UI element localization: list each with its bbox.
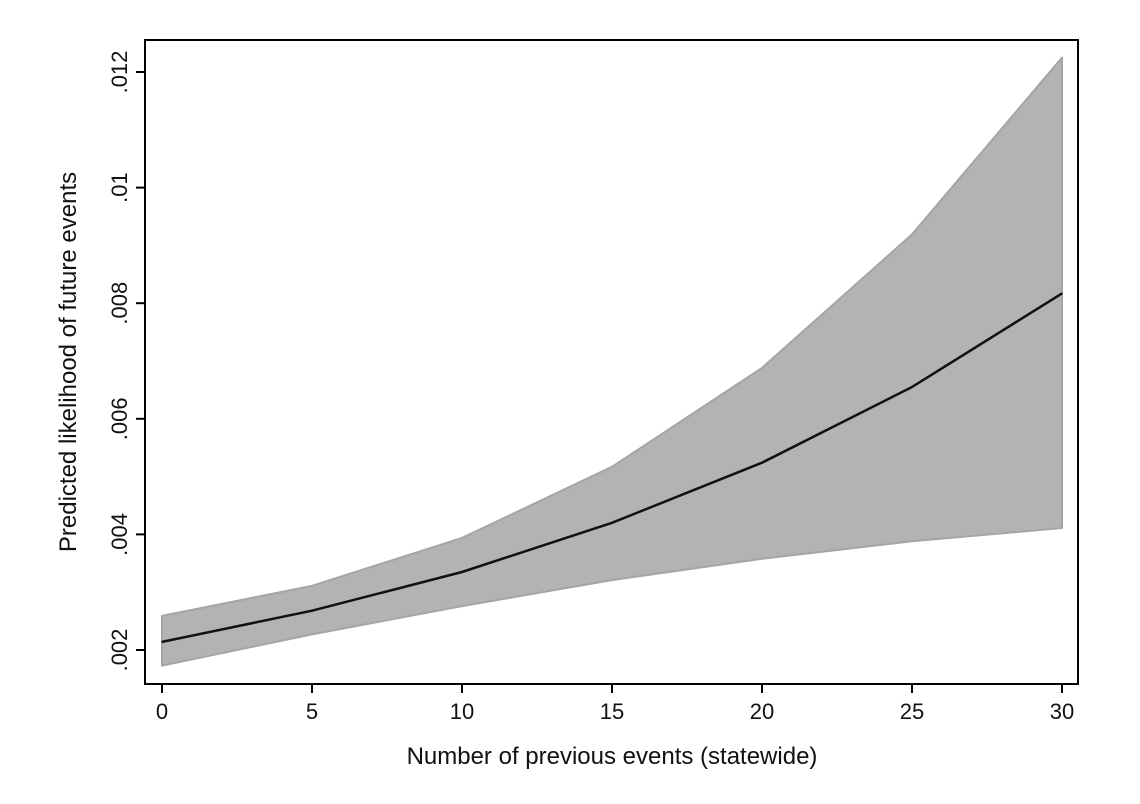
y-axis-title: Predicted likelihood of future events [55, 172, 82, 552]
series-line-layer [161, 292, 1063, 644]
data-point [461, 571, 463, 573]
data-point [761, 461, 763, 464]
data-point [911, 386, 913, 388]
x-tick-label: 15 [600, 699, 624, 724]
data-point [311, 609, 313, 612]
confidence-band [161, 56, 1063, 667]
data-point [161, 641, 163, 643]
x-axis: 0 5 10 15 20 25 30 [156, 684, 1074, 724]
data-point [1061, 292, 1063, 295]
x-tick-label: 0 [156, 699, 168, 724]
x-tick-label: 10 [450, 699, 474, 724]
y-tick-label: .002 [107, 629, 132, 672]
y-tick-label: .004 [107, 513, 132, 556]
y-tick-label: .01 [107, 172, 132, 203]
y-axis: .002 .004 .006 .008 .01 .012 [107, 51, 145, 672]
confidence-band-layer [161, 56, 1063, 667]
x-axis-title: Number of previous events (statewide) [407, 743, 818, 770]
x-tick-label: 25 [900, 699, 924, 724]
x-tick-label: 30 [1050, 699, 1074, 724]
x-tick-label: 20 [750, 699, 774, 724]
y-tick-label: .012 [107, 51, 132, 94]
x-tick-label: 5 [306, 699, 318, 724]
data-point [611, 522, 613, 524]
y-tick-label: .008 [107, 282, 132, 325]
y-tick-label: .006 [107, 397, 132, 440]
